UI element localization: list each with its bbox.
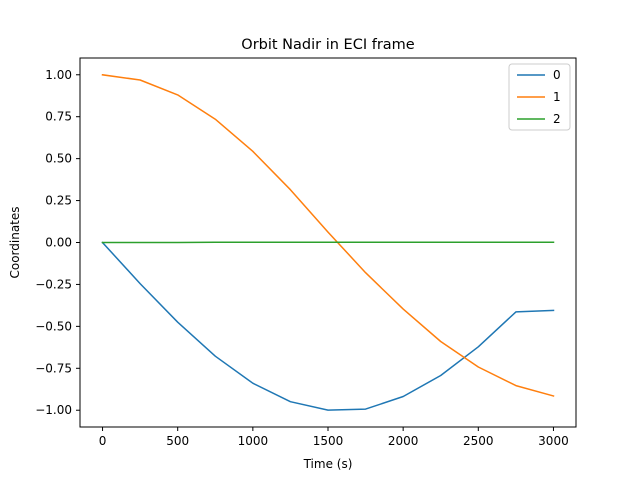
- plot-area: [79, 57, 577, 428]
- y-tick-label: −1.00: [35, 403, 72, 417]
- y-axis: −1.00 −0.75 −0.50 −0.25 0.00 0.25 0.50 0.75 1.00: [35, 68, 80, 417]
- y-axis-label: Coordinates: [8, 206, 22, 278]
- legend-label-2: 2: [553, 112, 561, 126]
- y-tick-label: −0.75: [35, 361, 72, 375]
- legend: 0 1 2: [508, 63, 571, 131]
- x-tick-label: 1500: [313, 434, 344, 448]
- legend-label-1: 1: [553, 90, 561, 104]
- series-1-line: [101, 73, 555, 397]
- legend-label-0: 0: [553, 68, 561, 82]
- y-tick-label: 0.25: [45, 194, 72, 208]
- x-axis-label: Time (s): [303, 457, 353, 471]
- y-tick-label: 0.00: [45, 236, 72, 250]
- chart-title: Orbit Nadir in ECI frame: [241, 37, 415, 53]
- y-tick-label: −0.50: [35, 319, 72, 333]
- x-tick-label: 0: [99, 434, 107, 448]
- series-layer: [101, 73, 555, 411]
- y-tick-label: 1.00: [45, 68, 72, 82]
- y-tick-label: −0.25: [35, 277, 72, 291]
- x-tick-label: 3000: [538, 434, 569, 448]
- x-tick-label: 1000: [238, 434, 269, 448]
- y-tick-label: 0.75: [45, 110, 72, 124]
- series-0-line: [101, 241, 555, 411]
- x-tick-label: 2500: [463, 434, 494, 448]
- y-tick-label: 0.50: [45, 152, 72, 166]
- x-tick-label: 2000: [388, 434, 419, 448]
- x-axis: 0 500 1000 1500 2000 2500 3000: [99, 427, 569, 448]
- x-tick-label: 500: [166, 434, 189, 448]
